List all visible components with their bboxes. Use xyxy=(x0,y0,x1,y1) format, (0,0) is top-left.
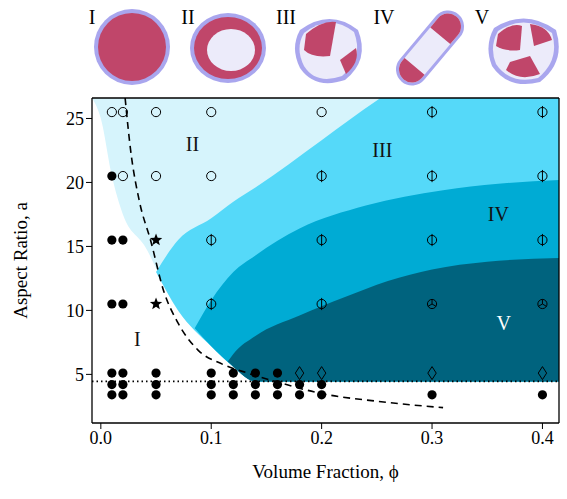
svg-text:II: II xyxy=(181,6,194,28)
svg-text:Volume Fraction, ϕ: Volume Fraction, ϕ xyxy=(252,461,398,482)
svg-text:0.2: 0.2 xyxy=(310,428,333,448)
svg-text:V: V xyxy=(497,312,512,334)
svg-text:V: V xyxy=(475,6,490,28)
svg-text:15: 15 xyxy=(66,237,84,257)
svg-text:I: I xyxy=(89,6,96,28)
svg-text:I: I xyxy=(134,328,141,350)
svg-text:Aspect Ratio, a: Aspect Ratio, a xyxy=(10,202,31,319)
svg-text:5: 5 xyxy=(75,365,84,385)
svg-text:IV: IV xyxy=(488,203,510,225)
svg-text:0.3: 0.3 xyxy=(421,428,444,448)
svg-text:0.1: 0.1 xyxy=(200,428,223,448)
svg-text:IV: IV xyxy=(373,6,395,28)
svg-text:10: 10 xyxy=(66,301,84,321)
svg-text:25: 25 xyxy=(66,109,84,129)
svg-text:20: 20 xyxy=(66,173,84,193)
svg-text:III: III xyxy=(276,6,296,28)
svg-text:III: III xyxy=(372,139,392,161)
svg-text:0.4: 0.4 xyxy=(531,428,554,448)
svg-text:II: II xyxy=(186,133,199,155)
svg-text:0.0: 0.0 xyxy=(90,428,113,448)
